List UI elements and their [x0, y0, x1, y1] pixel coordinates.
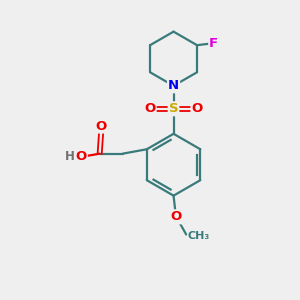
- Text: O: O: [191, 102, 203, 115]
- Text: F: F: [209, 37, 218, 50]
- Text: S: S: [169, 102, 178, 115]
- Text: O: O: [95, 119, 107, 133]
- Text: H: H: [65, 150, 75, 163]
- Text: O: O: [76, 150, 87, 164]
- Text: O: O: [144, 102, 156, 115]
- Text: CH₃: CH₃: [188, 231, 210, 241]
- Text: O: O: [170, 210, 182, 223]
- Text: N: N: [168, 79, 179, 92]
